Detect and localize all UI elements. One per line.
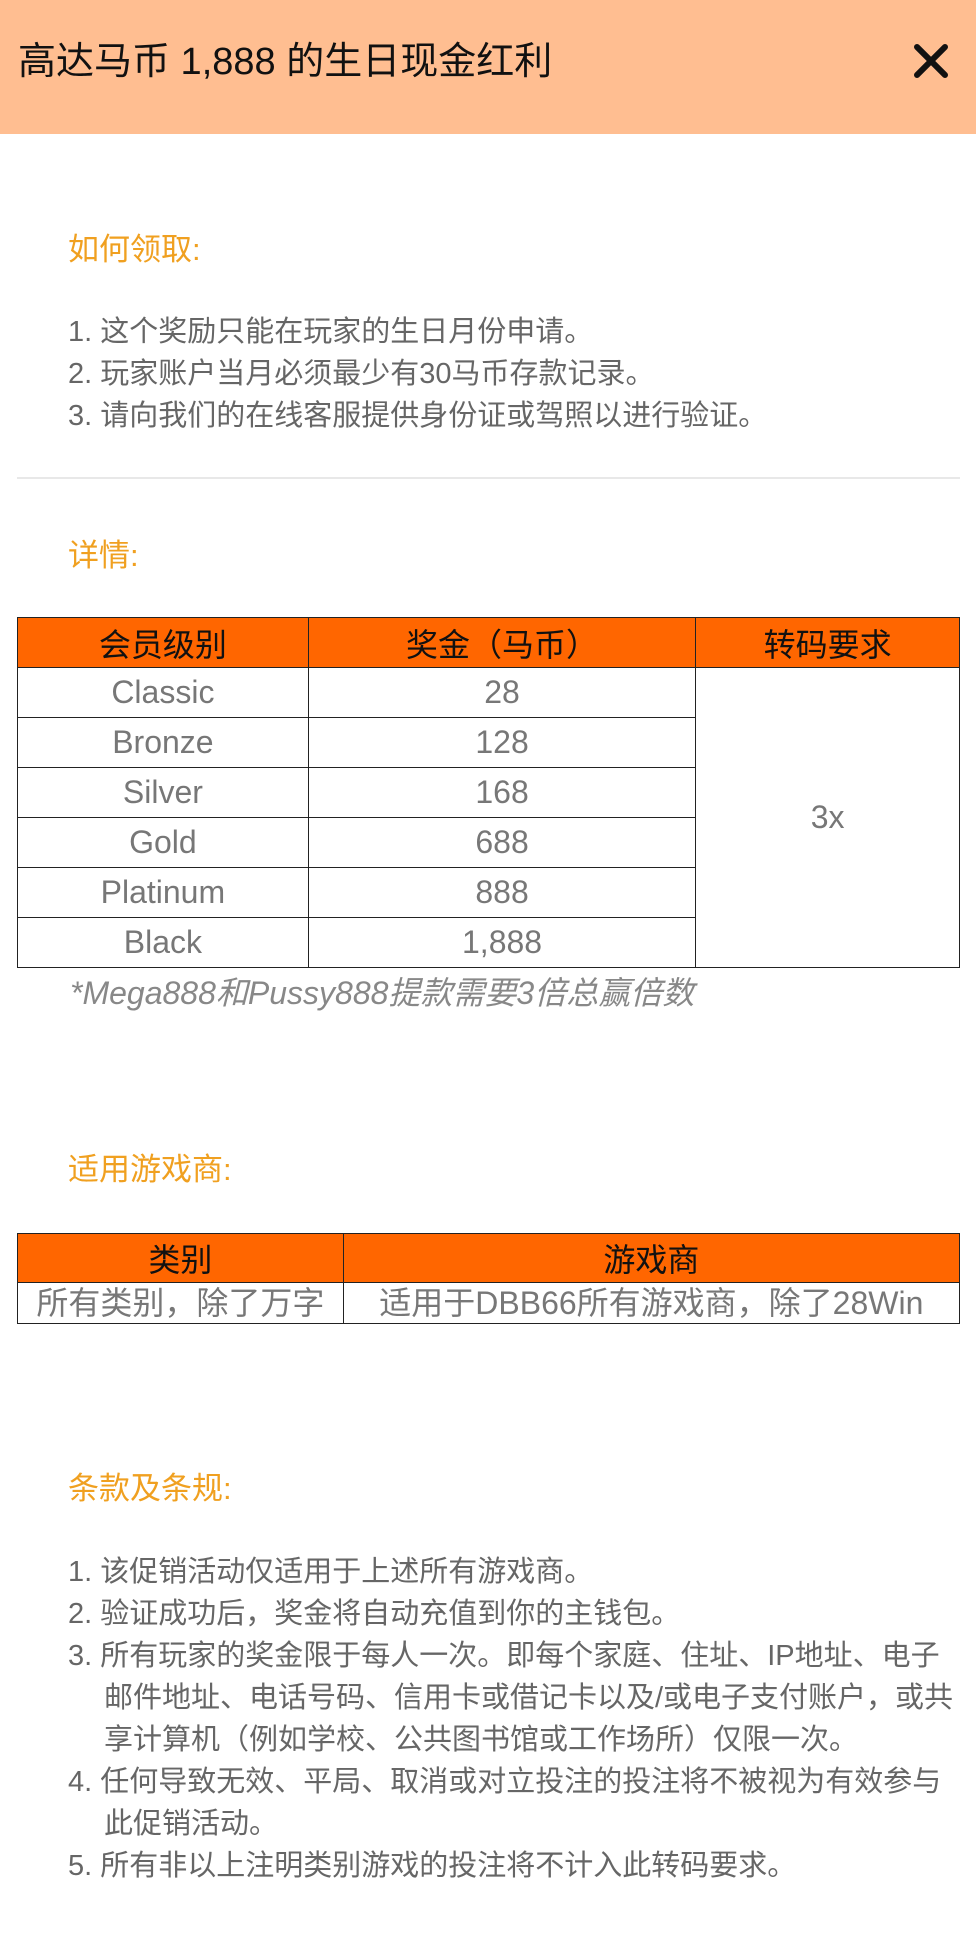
cell: Silver: [17, 767, 309, 818]
list-item: 5. 所有非以上注明类别游戏的投注将不计入此转码要求。: [68, 1850, 797, 1882]
note: *Mega888和Pussy888提款需要3倍总赢倍数: [70, 975, 695, 1011]
row: Classic 28 3x: [17, 667, 960, 968]
list-item: 1. 该促销活动仅适用于上述所有游戏商。: [68, 1556, 594, 1588]
terms-list: 1. 该促销活动仅适用于上述所有游戏商。 2. 验证成功后，奖金将自动充值到你的主…: [68, 1551, 958, 1887]
header-cell: 奖金（马币）: [307, 617, 697, 668]
divider: [17, 477, 960, 479]
cell: Classic: [17, 667, 309, 718]
row: Bronze 128: [17, 717, 960, 768]
list-item: 2. 验证成功后，奖金将自动充值到你的主钱包。: [68, 1598, 681, 1630]
section-heading: 详情:: [68, 538, 139, 573]
header: 高达马币 1,888 的生日现金红利: [0, 0, 976, 134]
section-heading: 如何领取:: [68, 232, 201, 267]
cell: 所有类别，除了万字: [17, 1282, 344, 1324]
row: 所有类别，除了万字 适用于DBB66所有游戏商，除了28Win: [17, 1282, 961, 1324]
header-cell: 会员级别: [17, 617, 309, 668]
provider-table: 类别 游戏商 所有类别，除了万字 适用于DBB66所有游戏商，除了28Win: [17, 1233, 961, 1324]
cell: 888: [307, 867, 697, 918]
cell: 1,888: [307, 917, 697, 968]
claim-list: 1. 这个奖励只能在玩家的生日月份申请。 2. 玩家账户当月必须最少有30马币存款…: [68, 311, 958, 437]
rollover-cell: 3x: [695, 667, 960, 968]
header-cell: 游戏商: [342, 1233, 961, 1283]
cell: Gold: [17, 817, 309, 868]
bonus-table: 会员级别 奖金（马币） 转码要求 Classic 28 3x Bronze 128 Silver…: [17, 617, 960, 968]
header-cell: 类别: [17, 1233, 344, 1283]
header-cell: 转码要求: [695, 617, 960, 668]
header-title: 高达马币 1,888 的生日现金红利: [18, 41, 553, 83]
list-item: 1. 这个奖励只能在玩家的生日月份申请。: [68, 316, 594, 348]
cell: Platinum: [17, 867, 309, 918]
cell: 688: [307, 817, 697, 868]
cell: 128: [307, 717, 697, 768]
cell: Bronze: [17, 717, 309, 768]
list-item: 2. 玩家账户当月必须最少有30马币存款记录。: [68, 358, 655, 390]
cell: 168: [307, 767, 697, 818]
list-item: 4. 任何导致无效、平局、取消或对立投注的投注将不被视为有效参与此促销活动。: [68, 1766, 942, 1840]
list-item: 3. 所有玩家的奖金限于每人一次。即每个家庭、住址、IP地址、电子邮件地址、电话…: [68, 1640, 954, 1756]
row: Black 1,888: [17, 917, 960, 968]
cell: 适用于DBB66所有游戏商，除了28Win: [342, 1282, 961, 1324]
cell: Black: [17, 917, 309, 968]
close-button[interactable]: [912, 42, 950, 80]
header-row: 会员级别 奖金（马币） 转码要求: [17, 617, 960, 668]
section-heading: 条款及条规:: [68, 1471, 232, 1506]
section-heading: 适用游戏商:: [68, 1152, 232, 1187]
cell: 28: [307, 667, 697, 718]
list-item: 3. 请向我们的在线客服提供身份证或驾照以进行验证。: [68, 400, 768, 432]
header-row: 类别 游戏商: [17, 1233, 961, 1283]
